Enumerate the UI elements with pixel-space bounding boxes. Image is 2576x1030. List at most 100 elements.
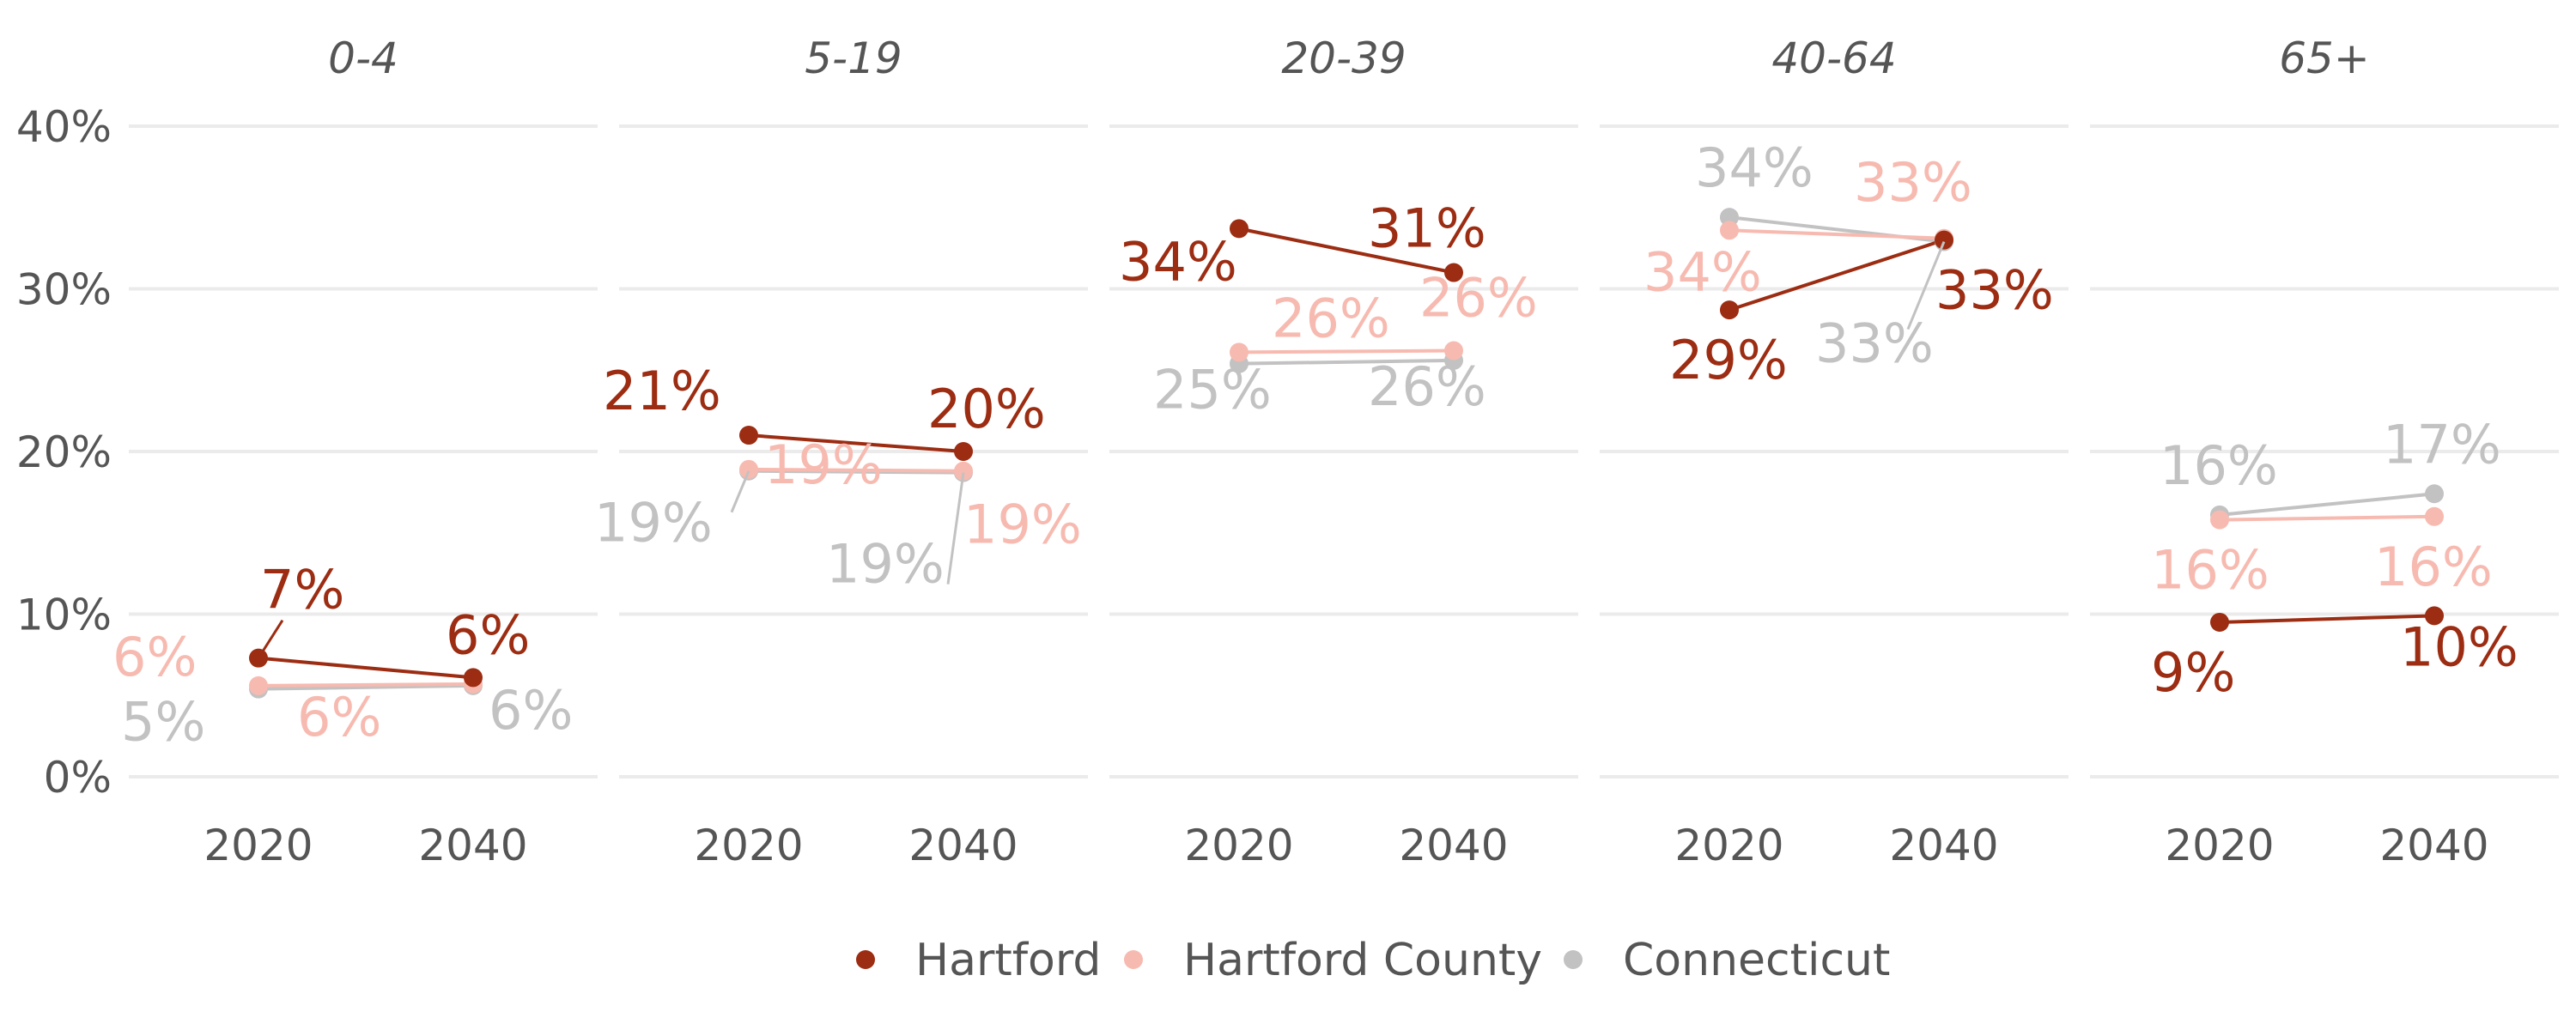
series-line (748, 433, 964, 453)
data-label: 10% (2400, 615, 2518, 678)
x-tick-label: 2020 (694, 821, 803, 870)
legend-item: Hartford (856, 935, 1101, 986)
facet-title: 0-4 (328, 33, 398, 83)
facet-title: 5-19 (805, 33, 902, 83)
data-point (1935, 230, 1953, 250)
facet-panel: 5-19 2020 2040 19% 19% 19% 19% 21% 20% (594, 33, 1088, 870)
legend-swatch (856, 950, 875, 969)
data-label: 7% (260, 559, 344, 621)
legend-label: Hartford County (1183, 935, 1542, 986)
data-label: 6% (489, 679, 573, 742)
x-tick-label: 2040 (2379, 821, 2488, 870)
data-label: 16% (2374, 536, 2493, 598)
data-label: 6% (446, 603, 530, 666)
data-label: 6% (297, 686, 381, 748)
data-label: 6% (112, 626, 197, 688)
data-label: 5% (121, 691, 205, 754)
data-label: 19% (764, 433, 883, 496)
data-point (1720, 221, 1739, 240)
data-point (1444, 341, 1463, 360)
data-label: 19% (826, 533, 945, 596)
data-point (2210, 612, 2229, 632)
data-point (954, 461, 973, 481)
data-point (739, 426, 758, 445)
series-line (2219, 614, 2435, 624)
data-point (739, 459, 758, 479)
data-label: 33% (1815, 312, 1934, 375)
facet-title: 20-39 (1281, 33, 1406, 83)
series-line (258, 683, 474, 691)
y-tick-label: 0% (44, 753, 112, 803)
data-label: 34% (1119, 230, 1237, 293)
legend-swatch (1124, 950, 1143, 969)
label-leader (730, 470, 750, 513)
data-label: 26% (1272, 287, 1390, 349)
data-label: 19% (594, 492, 713, 554)
legend-swatch (1564, 950, 1583, 969)
label-leader (1906, 240, 1946, 330)
facet-panel: 40-64 2020 2040 34% 33% 34% 33% 29% 33% (1600, 33, 2069, 870)
y-tick-label: 40% (16, 102, 112, 152)
facet-panel: 65+ 2020 2040 16% 17% 16% 16% 9% 10% (2090, 33, 2559, 870)
x-tick-label: 2040 (1399, 821, 1508, 870)
series-line (1728, 228, 1945, 240)
data-label: 19% (963, 494, 1082, 556)
series-line (2219, 514, 2435, 522)
data-label: 26% (1368, 355, 1486, 418)
legend-label: Hartford (915, 935, 1101, 986)
data-point (2425, 606, 2444, 626)
series-line (2219, 492, 2435, 517)
data-point (954, 442, 973, 461)
data-label: 9% (2151, 641, 2235, 704)
series-line (748, 467, 964, 473)
y-axis: 0% 10% 20% 30% 40% (16, 102, 112, 803)
series-line (1238, 358, 1455, 366)
data-point (1720, 300, 1739, 320)
y-tick-label: 20% (16, 427, 112, 477)
data-label: 25% (1153, 359, 1272, 421)
legend-item: Hartford County (1124, 935, 1542, 986)
data-point (2425, 484, 2444, 504)
data-label: 26% (1419, 267, 1538, 330)
facet-title: 65+ (2279, 33, 2370, 83)
legend-item: Connecticut (1564, 935, 1890, 986)
x-tick-label: 2020 (1184, 821, 1293, 870)
data-point (2425, 506, 2444, 526)
data-point (1230, 219, 1249, 239)
data-point (1444, 263, 1463, 282)
label-leader (257, 619, 284, 659)
data-point (2210, 510, 2229, 530)
x-tick-label: 2020 (1674, 821, 1783, 870)
data-label: 34% (1695, 136, 1814, 199)
data-label: 17% (2383, 413, 2501, 476)
x-tick-label: 2040 (1889, 821, 1998, 870)
data-point (1720, 208, 1739, 227)
data-label: 33% (1854, 151, 1972, 214)
data-label: 33% (1935, 259, 2054, 322)
series-line (258, 656, 474, 680)
data-label: 16% (2151, 539, 2269, 602)
y-tick-label: 30% (16, 265, 112, 315)
y-tick-label: 10% (16, 591, 112, 640)
label-leader (946, 472, 965, 585)
series-line (258, 682, 474, 688)
data-point (464, 668, 483, 688)
data-label: 34% (1643, 240, 1762, 303)
data-point (249, 676, 268, 695)
legend-label: Connecticut (1623, 935, 1890, 986)
legend: Hartford Hartford County Connecticut (856, 935, 1890, 986)
series-line (1238, 227, 1455, 275)
data-label: 20% (927, 378, 1046, 440)
x-tick-label: 2020 (204, 821, 313, 870)
x-tick-label: 2020 (2165, 821, 2274, 870)
series-line (1728, 238, 1945, 312)
x-tick-label: 2040 (418, 821, 527, 870)
data-label: 16% (2160, 434, 2278, 497)
data-label: 21% (603, 360, 721, 422)
x-tick-label: 2040 (908, 821, 1018, 870)
data-label: 31% (1368, 197, 1486, 260)
